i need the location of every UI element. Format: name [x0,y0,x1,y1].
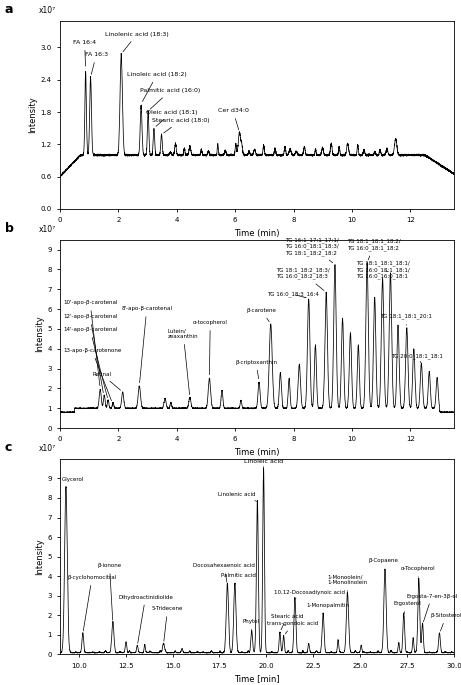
Text: Linoleic acid (18:2): Linoleic acid (18:2) [127,72,187,101]
Text: Dihydroactinidiolide: Dihydroactinidiolide [118,595,173,643]
Text: c: c [5,441,12,454]
Text: Stearic acid (18:0): Stearic acid (18:0) [152,118,209,133]
Text: TG 16:1_17:1_17:1/
TG 16:0_18:1_18:3/
TG 18:1_18:2_18:2: TG 16:1_17:1_17:1/ TG 16:0_18:1_18:3/ TG… [285,237,338,263]
Text: TG 16:0_18:3_16:4: TG 16:0_18:3_16:4 [267,292,319,297]
Y-axis label: Intensity: Intensity [35,538,44,575]
Text: TG 18:1_18:1_18:2/
TG 16:0_18:1_18:2: TG 18:1_18:1_18:2/ TG 16:0_18:1_18:2 [348,238,401,260]
Text: TG 20:0_18:1_18:1: TG 20:0_18:1_18:1 [391,353,443,364]
Text: FA 16:3: FA 16:3 [85,52,108,75]
Text: 10'-apo-β-carotenal: 10'-apo-β-carotenal [63,300,118,386]
Text: Linoleic acid: Linoleic acid [244,459,283,469]
Text: 8'-apo-β-carotenal: 8'-apo-β-carotenal [121,306,172,383]
Text: β-carotene: β-carotene [247,308,277,322]
X-axis label: Time (min): Time (min) [234,448,280,457]
Text: 10,12-Docosadiynoic acid: 10,12-Docosadiynoic acid [274,590,345,599]
Text: Ergosta-7-en-3β-ol: Ergosta-7-en-3β-ol [406,593,457,622]
Text: 14'-apo-β-carotenal: 14'-apo-β-carotenal [63,327,118,398]
Text: 1-Monopalmitin: 1-Monopalmitin [307,603,350,614]
Text: 13-apo-β-carotenone: 13-apo-β-carotenone [63,348,121,401]
Text: TG 18:1_18:1_20:1: TG 18:1_18:1_20:1 [379,313,431,325]
Text: β-Sitosterol: β-Sitosterol [431,613,461,631]
Text: TG 18:1_18:1_18:1/
TG 16:0_18:1_18:1/
TG 16:0_16:0_18:1: TG 18:1_18:1_18:1/ TG 16:0_18:1_18:1/ TG… [356,261,410,279]
Text: β-criptoxanthin: β-criptoxanthin [235,360,277,379]
Text: x10⁷: x10⁷ [39,444,56,453]
Text: trans-gondoic acid: trans-gondoic acid [267,621,319,634]
Text: FA 16:4: FA 16:4 [73,40,96,66]
X-axis label: Time (min): Time (min) [234,229,280,238]
Text: 12'-apo-β-carotenal: 12'-apo-β-carotenal [63,314,118,393]
Text: x10⁷: x10⁷ [39,6,56,15]
Text: b: b [5,222,14,235]
Text: 1-Monoolein/
1-Monolinolein: 1-Monoolein/ 1-Monolinolein [327,574,367,590]
Text: Palmitic acid (16:0): Palmitic acid (16:0) [140,88,201,109]
Text: Retinal: Retinal [92,371,121,390]
Text: α-Tocopherol: α-Tocopherol [401,566,435,577]
Text: 5-Tridecene: 5-Tridecene [152,606,183,641]
Text: Glycerol: Glycerol [62,477,84,488]
Text: a: a [5,3,13,16]
Text: Cer d34:0: Cer d34:0 [218,108,248,130]
X-axis label: Time [min]: Time [min] [234,674,280,683]
Text: Lutein/
zeaxanthin: Lutein/ zeaxanthin [168,328,199,395]
Text: Docosahexaenoic acid: Docosahexaenoic acid [193,563,255,582]
Y-axis label: Intensity: Intensity [29,97,37,133]
Text: Oleic acid (18:1): Oleic acid (18:1) [146,110,198,126]
Text: α-tocopherol: α-tocopherol [193,320,228,375]
Text: Stearic acid: Stearic acid [271,614,304,630]
Text: Linolenic acid (18:3): Linolenic acid (18:3) [105,32,169,52]
Text: Phytol: Phytol [243,619,260,632]
Text: β-Copaene: β-Copaene [369,558,399,570]
Y-axis label: Intensity: Intensity [35,316,44,352]
Text: TG 18:1_18:2_18:3/
TG 16:0_18:2_18:3: TG 18:1_18:2_18:3/ TG 16:0_18:2_18:3 [276,267,330,290]
Text: Ergosterol: Ergosterol [393,601,421,614]
Text: Palmitic acid: Palmitic acid [221,573,256,585]
Text: β-cyclohomocitral: β-cyclohomocitral [67,575,117,631]
Text: x10⁷: x10⁷ [39,225,56,234]
Text: Linolenic acid: Linolenic acid [218,492,257,501]
Text: β-ionone: β-ionone [97,563,122,620]
